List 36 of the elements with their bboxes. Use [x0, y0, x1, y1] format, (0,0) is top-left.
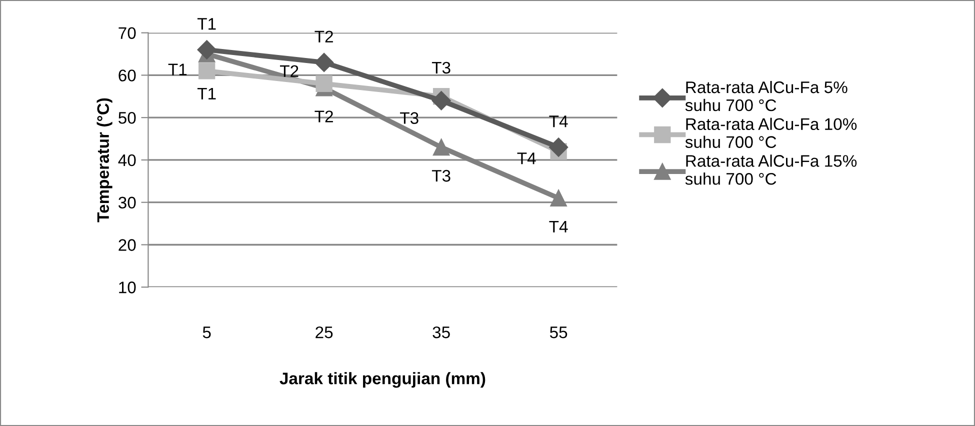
y-tick-label: 50: [118, 112, 136, 124]
data-label: T2: [314, 110, 333, 122]
data-label: T2: [280, 65, 298, 77]
point: [197, 40, 216, 60]
legend-label: Rata-rata AlCu-Fa 5% suhu 700 °C: [685, 80, 848, 112]
data-label: T3: [432, 62, 450, 74]
y-tick-label: 60: [118, 70, 136, 82]
y-tick-label: 70: [118, 27, 136, 40]
point: [549, 138, 568, 157]
y-tick-label: 10: [119, 282, 136, 294]
x-tick-label: 25: [316, 326, 333, 338]
data-label: T4: [517, 152, 536, 164]
y-axis-title: Temperatur (°C): [96, 98, 112, 222]
data-label: T2: [314, 30, 333, 42]
data-label: T3: [400, 112, 418, 124]
x-tick-label: 5: [202, 326, 211, 338]
point: [316, 75, 332, 92]
data-label: T1: [197, 18, 216, 30]
point: [550, 190, 567, 206]
point: [432, 91, 451, 110]
point: [314, 52, 334, 72]
data-label: T1: [197, 88, 216, 100]
x-axis-title: Jarak titik pengujian (mm): [280, 372, 486, 388]
y-tick-label: 30: [118, 196, 136, 209]
data-label: T1: [168, 64, 187, 76]
x-tick-label: 35: [432, 326, 450, 338]
y-tick-label: 20: [118, 239, 136, 251]
point: [432, 138, 450, 156]
x-tick-label: 55: [550, 326, 568, 338]
legend-label: Rata-rata AlCu-Fa 15% suhu 700 °C: [685, 154, 857, 185]
data-label: T4: [549, 220, 568, 232]
data-label: T3: [432, 170, 450, 182]
point: [198, 62, 216, 80]
legend-label: Rata-rata AlCu-Fa 10% suhu 700 °C: [685, 118, 857, 148]
data-label: T4: [549, 116, 568, 128]
y-tick-label: 40: [118, 154, 136, 166]
